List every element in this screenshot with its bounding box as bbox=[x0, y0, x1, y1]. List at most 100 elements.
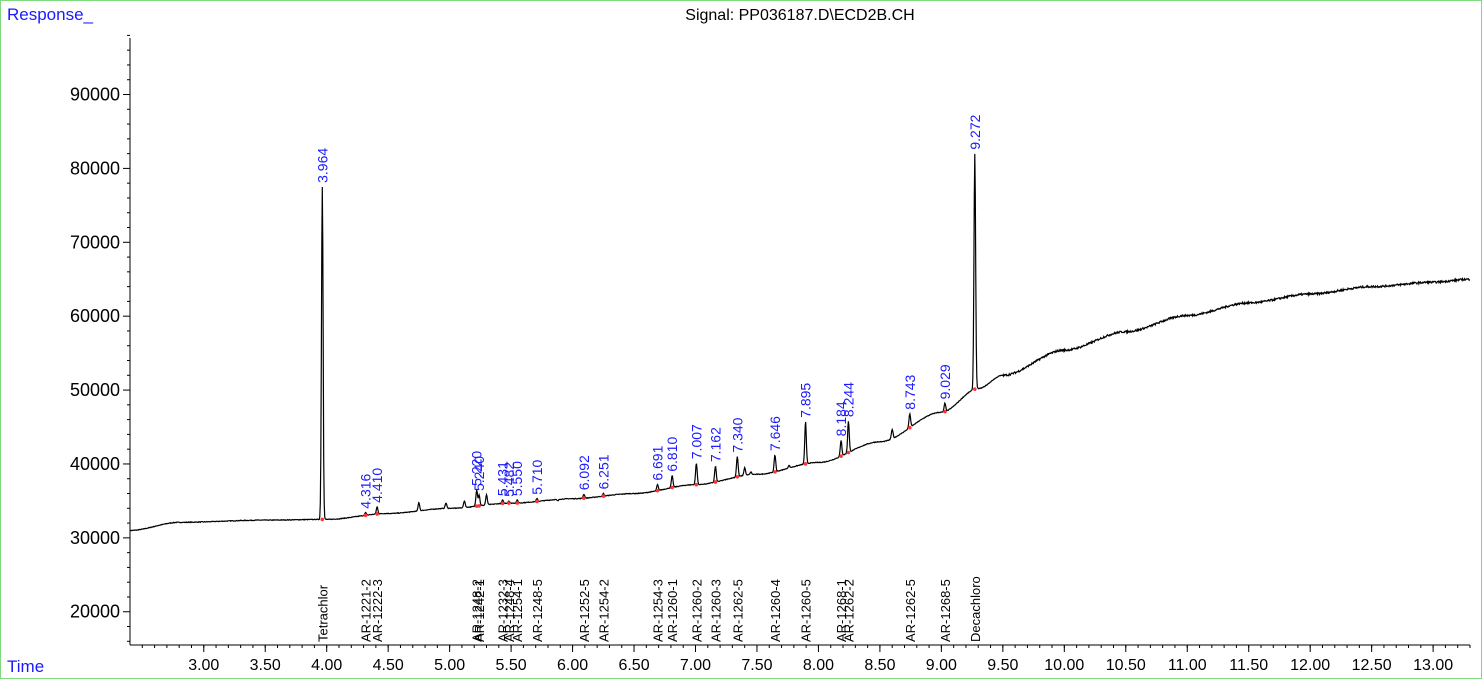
compound-label: AR-1254-1 bbox=[510, 579, 525, 642]
integration-marker bbox=[713, 480, 718, 484]
peak-label: 4.410 bbox=[369, 468, 385, 503]
x-tick-label: 10.00 bbox=[1044, 657, 1084, 674]
compound-label: AR-1222-3 bbox=[370, 579, 385, 642]
compound-label: AR-1268-1 bbox=[834, 579, 849, 642]
x-tick-label: 12.00 bbox=[1290, 657, 1330, 674]
x-tick-label: 6.00 bbox=[557, 657, 588, 674]
x-tick-label: 12.50 bbox=[1352, 657, 1392, 674]
peak-label: 7.895 bbox=[798, 383, 814, 418]
integration-marker bbox=[582, 496, 586, 501]
compound-label: AR-1260-5 bbox=[799, 579, 814, 642]
peak-label: 5.220 bbox=[469, 451, 485, 486]
y-tick-label: 60000 bbox=[70, 306, 120, 326]
x-tick-label: 11.00 bbox=[1168, 657, 1207, 674]
compound-label: AR-1268-5 bbox=[938, 579, 953, 642]
integration-marker bbox=[846, 450, 851, 455]
peak-label: 9.029 bbox=[937, 364, 953, 399]
compound-label: AR-1252-5 bbox=[577, 579, 592, 642]
signal-trace-group bbox=[129, 153, 1471, 532]
peak-label: 3.964 bbox=[314, 148, 330, 183]
integration-marker bbox=[907, 425, 912, 430]
signal-trace bbox=[129, 153, 1471, 532]
integration-marker bbox=[735, 475, 740, 479]
peak-label: 8.244 bbox=[840, 382, 856, 417]
x-tick-label: 4.50 bbox=[373, 657, 404, 674]
axes: 20000 30000 40000 50000 60000 70000 80000 90000… bbox=[70, 34, 1471, 674]
peak-label: 4.316 bbox=[358, 473, 374, 508]
x-tick-label: 13.00 bbox=[1413, 657, 1453, 674]
x-tick-label: 11.50 bbox=[1229, 657, 1268, 674]
x-tick-label: 8.00 bbox=[803, 657, 834, 674]
integration-marker bbox=[507, 501, 511, 505]
x-tick-label: 4.00 bbox=[311, 657, 342, 674]
peak-label: 7.007 bbox=[688, 424, 704, 459]
x-tick-label: 9.00 bbox=[926, 657, 957, 674]
y-tick-label: 70000 bbox=[70, 232, 120, 252]
x-tick-label: 10.50 bbox=[1106, 657, 1146, 674]
integration-marker bbox=[363, 513, 368, 518]
peak-label: 8.184 bbox=[833, 401, 849, 436]
compound-labels: Tetrachlor AR-1221-2AR-1222-3 AR-1248-2AR-… bbox=[315, 576, 983, 642]
compound-label: AR-1248-2 bbox=[470, 579, 485, 642]
x-tick-label: 8.50 bbox=[864, 657, 895, 674]
x-tick-label: 6.50 bbox=[618, 657, 649, 674]
integration-marker bbox=[839, 454, 843, 458]
peak-label: 6.810 bbox=[664, 437, 680, 472]
compound-label: AR-1242-1 bbox=[472, 579, 487, 642]
integration-marker bbox=[694, 482, 699, 487]
peak-label: 5.482 bbox=[501, 462, 517, 497]
x-tick-label: 5.00 bbox=[434, 657, 465, 674]
integration-marker bbox=[973, 387, 977, 391]
integration-marker bbox=[943, 409, 947, 414]
integration-marker bbox=[601, 494, 606, 498]
y-axis-label: Response_ bbox=[7, 5, 94, 24]
compound-label: AR-1232-3 bbox=[496, 579, 511, 642]
x-tick-label: 3.50 bbox=[250, 657, 281, 674]
peak-label: 7.162 bbox=[707, 427, 723, 462]
y-tick-label: 40000 bbox=[70, 454, 120, 474]
peak-label: 5.550 bbox=[509, 461, 525, 496]
compound-label: AR-1260-1 bbox=[665, 579, 680, 642]
peak-label: 5.710 bbox=[529, 459, 545, 494]
y-tick-label: 90000 bbox=[70, 85, 120, 105]
x-tick-label: 7.50 bbox=[741, 657, 772, 674]
integration-marker bbox=[655, 488, 660, 493]
compound-label: AR-1254-3 bbox=[651, 579, 666, 642]
peak-label: 6.092 bbox=[576, 455, 592, 490]
peak-label: 7.340 bbox=[729, 417, 745, 452]
compound-label: Decachloro bbox=[968, 576, 983, 642]
compound-label: AR-1248-4 bbox=[502, 579, 517, 642]
integration-marker bbox=[477, 504, 481, 508]
compound-label: AR-1262-2 bbox=[841, 579, 856, 642]
peak-label: 6.691 bbox=[650, 445, 666, 480]
x-tick-label: 3.00 bbox=[188, 657, 219, 674]
compound-label: AR-1260-4 bbox=[768, 579, 783, 642]
integration-marker bbox=[515, 501, 520, 505]
x-tick-label: 7.00 bbox=[680, 657, 711, 674]
compound-label: AR-1260-3 bbox=[708, 579, 723, 642]
integration-marker bbox=[803, 462, 808, 466]
chart-title: Signal: PP036187.D\ECD2B.CH bbox=[685, 7, 914, 24]
integration-marker bbox=[320, 517, 325, 522]
integration-marker bbox=[773, 470, 777, 474]
y-tick-label: 30000 bbox=[70, 528, 120, 548]
compound-label: AR-1262-5 bbox=[730, 579, 745, 642]
x-tick-label: 5.50 bbox=[496, 657, 527, 674]
peak-label: 6.251 bbox=[595, 454, 611, 489]
x-axis-label: Time bbox=[7, 657, 44, 676]
compound-label: AR-1260-2 bbox=[689, 579, 704, 642]
compound-label: Tetrachlor bbox=[315, 584, 330, 642]
integration-marker bbox=[500, 501, 505, 506]
compound-label: AR-1254-2 bbox=[596, 579, 611, 642]
integration-marker bbox=[535, 499, 539, 504]
peak-label: 9.272 bbox=[967, 114, 983, 149]
x-tick-label: 9.50 bbox=[987, 657, 1018, 674]
integration-marker bbox=[375, 512, 379, 516]
peak-label: 7.646 bbox=[767, 416, 783, 451]
y-tick-label: 80000 bbox=[70, 158, 120, 178]
y-tick-label: 20000 bbox=[70, 602, 120, 622]
peak-label: 8.743 bbox=[902, 374, 918, 409]
peak-label: 5.240 bbox=[471, 456, 487, 491]
y-tick-label: 50000 bbox=[70, 380, 120, 400]
